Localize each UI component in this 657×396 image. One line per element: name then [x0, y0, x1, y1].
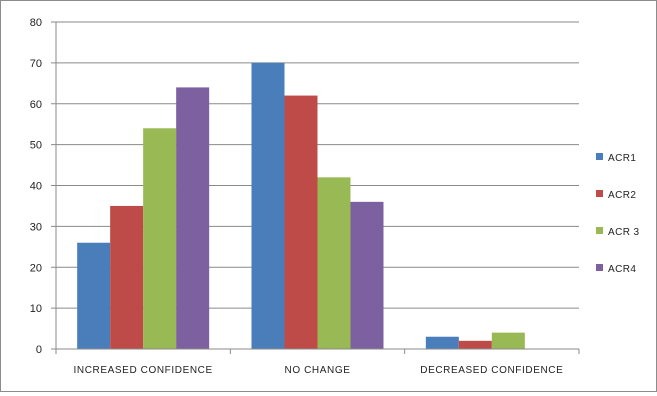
y-tick-label: 30 [30, 221, 42, 233]
y-tick-label: 60 [30, 99, 42, 111]
y-tick-label: 20 [30, 262, 42, 274]
bar [317, 177, 351, 349]
legend-swatch [596, 153, 603, 160]
x-category-label: INCREASED CONFIDENCE [74, 365, 213, 376]
legend-label: ACR4 [608, 264, 636, 275]
legend-swatch [596, 227, 603, 234]
legend-swatch [596, 190, 603, 197]
bar [143, 128, 177, 349]
x-axis-categories: INCREASED CONFIDENCE NO CHANGE DECREASED C… [74, 365, 563, 376]
legend: ACR1 ACR2 ACR 3 ACR4 [596, 153, 639, 275]
x-category-label: NO CHANGE [285, 365, 351, 376]
bars [77, 62, 525, 350]
bar [110, 205, 144, 349]
bar [77, 242, 111, 349]
x-category-label: DECREASED CONFIDENCE [420, 365, 563, 376]
bar [251, 62, 285, 349]
axes [51, 21, 580, 354]
y-axis-ticks: 0 10 20 30 40 50 60 70 80 [30, 17, 42, 356]
y-tick-label: 70 [30, 58, 42, 70]
y-tick-label: 0 [36, 344, 42, 356]
bar [491, 332, 525, 349]
legend-label: ACR1 [608, 153, 636, 164]
bar [350, 201, 384, 349]
y-tick-label: 40 [30, 181, 42, 193]
bar [176, 87, 210, 350]
legend-label: ACR 3 [608, 227, 639, 238]
legend-label: ACR2 [608, 190, 636, 201]
bar [458, 340, 492, 349]
y-tick-label: 80 [30, 17, 42, 29]
y-tick-label: 10 [30, 303, 42, 315]
bar [425, 336, 459, 349]
legend-swatch [596, 264, 603, 271]
y-tick-label: 50 [30, 140, 42, 152]
bar [284, 95, 318, 349]
